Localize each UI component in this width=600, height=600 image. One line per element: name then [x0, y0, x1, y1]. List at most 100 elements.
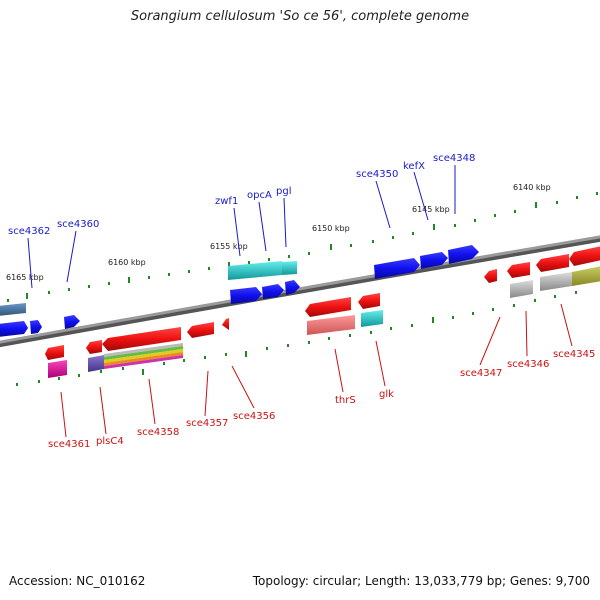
domain-band-magenta	[104, 355, 183, 369]
gene-label-kefX[interactable]: kefX	[403, 161, 425, 172]
gene-label-glk[interactable]: glk	[379, 389, 394, 400]
reverse-cds-arrow	[358, 293, 380, 309]
tick-mark	[58, 377, 60, 380]
forward-cds-arrow	[64, 315, 80, 329]
tick-mark	[576, 196, 578, 199]
leader-line	[148, 378, 156, 425]
magenta-feature-block	[48, 360, 67, 378]
gene-label-sce4357[interactable]: sce4357	[186, 418, 228, 429]
tick-mark	[245, 351, 247, 357]
tick-mark	[225, 353, 227, 356]
grey-feature-block	[540, 272, 572, 291]
gene-label-opcA[interactable]: opcA	[247, 190, 272, 201]
tick-mark	[208, 267, 210, 270]
gene-label-sce4362[interactable]: sce4362	[8, 226, 50, 237]
leader-line	[560, 303, 573, 347]
gene-label-thrS[interactable]: thrS	[335, 395, 356, 406]
tick-mark	[575, 291, 577, 294]
gene-label-pgl[interactable]: pgl	[276, 186, 291, 197]
reverse-cds-arrow	[187, 322, 214, 338]
gene-label-sce4347[interactable]: sce4347	[460, 368, 502, 379]
tick-mark	[308, 341, 310, 344]
leader-line	[334, 348, 344, 393]
tick-mark	[514, 210, 516, 213]
tick-mark	[513, 304, 515, 307]
reverse-label-leaders	[60, 303, 573, 438]
tick-mark	[168, 273, 170, 276]
forward-cds-arrow	[285, 280, 300, 295]
tick-mark	[48, 291, 50, 294]
reverse-cds-arrow	[305, 297, 351, 317]
tick-mark	[308, 252, 310, 255]
gene-label-sce4346[interactable]: sce4346	[507, 359, 549, 370]
tick-mark	[452, 316, 454, 319]
gene-label-sce4361[interactable]: sce4361	[48, 439, 90, 450]
forward-cds-arrow	[262, 284, 284, 299]
reverse-cds-arrow	[507, 262, 530, 278]
tick-mark	[330, 244, 332, 250]
gene-label-zwf1[interactable]: zwf1	[215, 196, 238, 207]
tick-mark	[100, 370, 102, 373]
reverse-cds-arrow	[484, 269, 497, 283]
domain-band-yellow	[104, 349, 183, 363]
gene-label-plsC4[interactable]: plsC4	[96, 436, 124, 447]
gene-label-sce4350[interactable]: sce4350	[356, 169, 398, 180]
tick-mark	[108, 282, 110, 285]
reverse-cds-arrow	[536, 254, 569, 272]
forward-cds-arrow	[374, 258, 420, 279]
leader-line	[258, 201, 267, 252]
map-title: Sorangium cellulosum 'So ce 56', complet…	[130, 9, 470, 24]
tick-mark	[38, 380, 40, 383]
tick-mark	[7, 299, 9, 302]
tick-mark	[412, 232, 414, 235]
gene-label-sce4348[interactable]: sce4348	[433, 153, 475, 164]
pink-feature-block	[307, 315, 355, 335]
tick-mark	[596, 192, 598, 195]
tick-mark	[392, 236, 394, 239]
tick-mark	[16, 383, 18, 386]
forward-strand-features	[0, 245, 479, 337]
domain-band-grey	[104, 343, 183, 357]
forward-cds-arrow	[230, 287, 262, 304]
scale-label: 6145 kbp	[412, 205, 450, 214]
tick-mark	[556, 201, 558, 204]
forward-cds-arrow	[0, 321, 28, 337]
tick-mark	[349, 334, 351, 337]
forward-label-leaders	[27, 165, 456, 289]
leader-line	[413, 171, 429, 221]
tick-mark	[183, 359, 185, 362]
tick-mark	[287, 344, 289, 347]
leader-line	[231, 365, 255, 409]
leader-line	[375, 180, 391, 229]
scale-label: 6155 kbp	[210, 242, 248, 251]
tick-mark	[390, 327, 392, 330]
tick-mark	[142, 369, 144, 375]
scale-label: 6160 kbp	[108, 258, 146, 267]
gene-label-sce4356[interactable]: sce4356	[233, 411, 275, 422]
gene-label-sce4345[interactable]: sce4345	[553, 349, 595, 360]
gene-label-sce4358[interactable]: sce4358	[137, 427, 179, 438]
forward-cds-arrow	[420, 252, 448, 269]
tick-mark	[128, 277, 130, 283]
tick-mark	[88, 285, 90, 288]
tick-mark	[494, 214, 496, 217]
leader-line	[283, 197, 287, 248]
tick-mark	[535, 202, 537, 208]
tick-mark	[78, 374, 80, 377]
leader-line	[66, 230, 77, 283]
tick-mark	[228, 262, 230, 268]
tick-mark	[370, 331, 372, 334]
gene-label-sce4360[interactable]: sce4360	[57, 219, 99, 230]
tick-mark	[163, 362, 165, 365]
grey-feature-block	[510, 280, 533, 298]
accession-text: Accession: NC_010162	[9, 574, 146, 588]
reverse-cds-arrow	[222, 318, 229, 330]
leader-line	[99, 386, 107, 435]
tick-mark	[328, 337, 330, 340]
leader-line	[27, 237, 33, 289]
tick-mark	[248, 261, 250, 264]
reverse-cds-arrow	[102, 327, 181, 351]
tick-mark	[372, 240, 374, 243]
tick-mark	[411, 324, 413, 327]
